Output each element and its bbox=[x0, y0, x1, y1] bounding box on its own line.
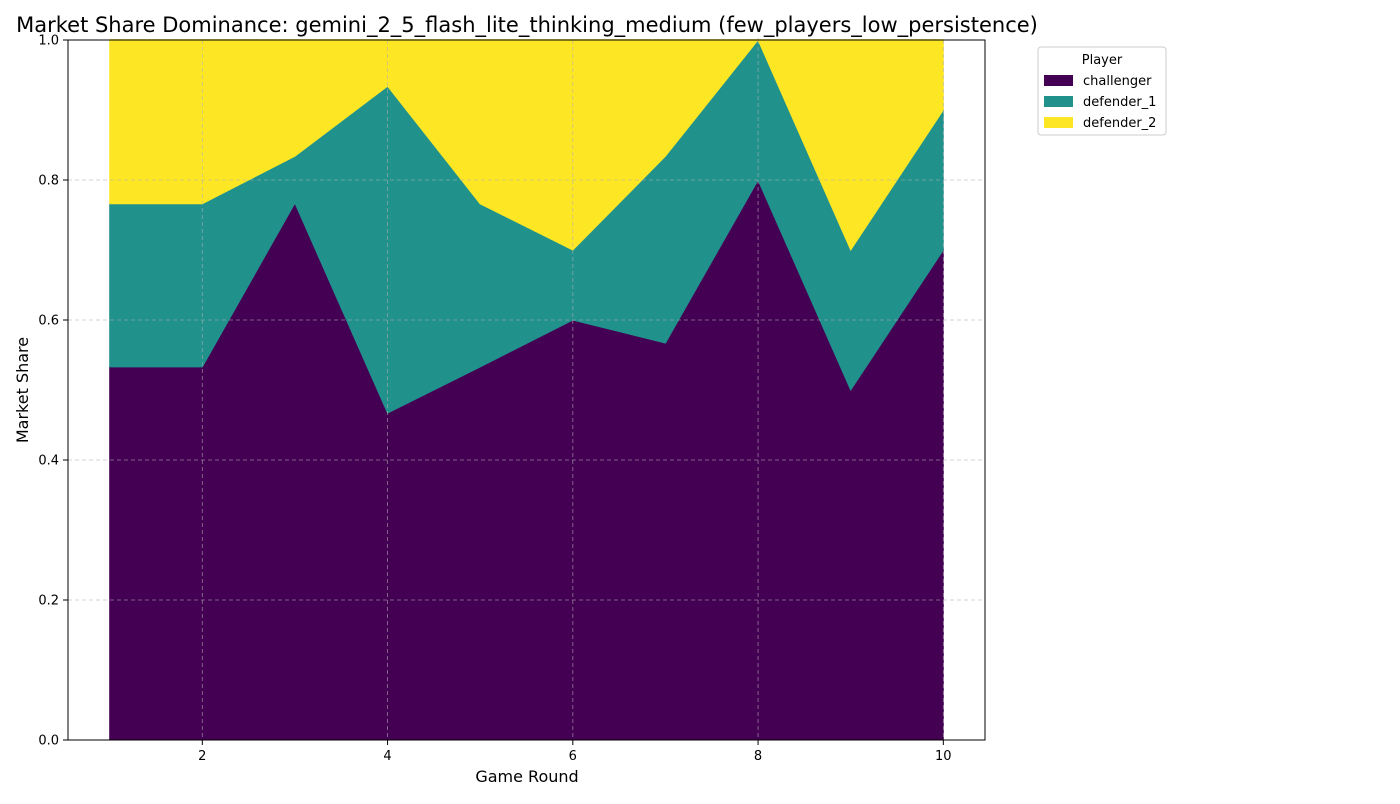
legend-swatch-defender_2 bbox=[1044, 117, 1073, 128]
stacked-areas bbox=[109, 38, 945, 741]
legend-frame bbox=[1037, 46, 1167, 136]
y-tick-label: 0.6 bbox=[38, 314, 59, 329]
x-tick-label: 4 bbox=[383, 749, 391, 764]
y-tick-label: 0.8 bbox=[38, 174, 59, 189]
axes: 2 4 6 8 10 0.0 0.2 0.4 0.6 0.8 1.0 bbox=[38, 34, 986, 764]
chart-title: Market Share Dominance: gemini_2_5_flash… bbox=[16, 13, 1038, 38]
y-axis-label: Market Share bbox=[13, 337, 32, 443]
x-tick-label: 6 bbox=[569, 749, 577, 764]
x-tick-label: 8 bbox=[754, 749, 762, 764]
legend-label-defender_1: defender_1 bbox=[1083, 95, 1156, 110]
x-axis-label: Game Round bbox=[475, 767, 578, 786]
legend-label-defender_2: defender_2 bbox=[1083, 116, 1156, 131]
legend-swatch-challenger bbox=[1044, 75, 1073, 86]
legend: Player challenger defender_1 defender_2 bbox=[1037, 46, 1167, 136]
legend-label-challenger: challenger bbox=[1083, 74, 1152, 89]
x-tick-label: 2 bbox=[198, 749, 206, 764]
y-tick-label: 0.0 bbox=[38, 734, 59, 749]
plot-frame bbox=[67, 39, 986, 741]
legend-swatch-defender_1 bbox=[1044, 96, 1073, 107]
legend-title: Player bbox=[1082, 53, 1123, 68]
x-tick-label: 10 bbox=[935, 749, 952, 764]
legend-items: challenger defender_1 defender_2 bbox=[1044, 74, 1156, 131]
y-tick-label: 0.2 bbox=[38, 594, 59, 609]
y-tick-label: 0.4 bbox=[38, 454, 59, 469]
y-tick-label: 1.0 bbox=[38, 34, 59, 49]
